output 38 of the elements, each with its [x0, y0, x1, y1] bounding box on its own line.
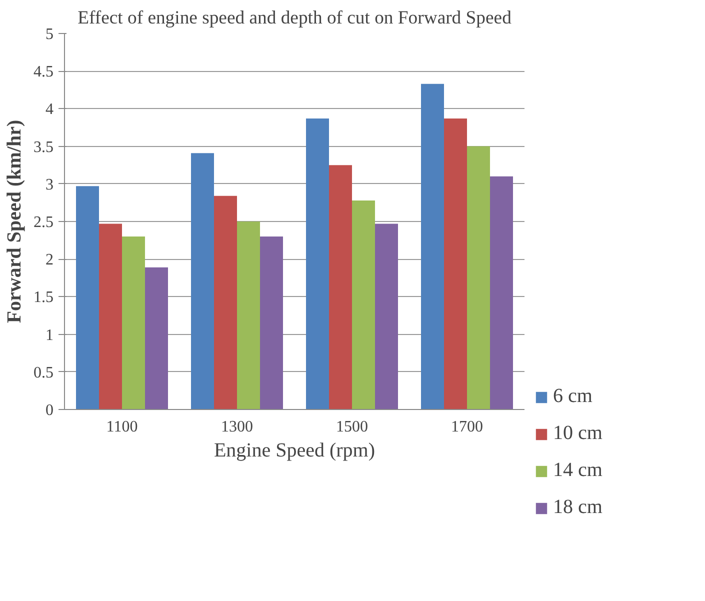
bar	[99, 224, 122, 410]
y-tick-label: 5	[46, 26, 54, 43]
bar	[122, 236, 145, 410]
legend-label: 10 cm	[553, 422, 602, 445]
y-axis-title: Forward Speed (km/hr)	[4, 120, 26, 324]
chart-title: Effect of engine speed and depth of cut on Forward Speed	[78, 8, 512, 28]
bar	[260, 236, 283, 410]
y-tick-label: 3	[46, 176, 54, 194]
y-tick-label: 2.5	[34, 214, 54, 231]
bar	[76, 186, 99, 410]
x-tick-label: 1100	[106, 418, 138, 436]
y-tick-label: 3.5	[34, 138, 54, 156]
bar	[191, 153, 214, 410]
bar	[329, 165, 352, 410]
bar	[467, 146, 490, 410]
x-tick-label: 1300	[221, 418, 253, 436]
bar	[214, 196, 237, 410]
y-tick-label: 1.5	[34, 289, 54, 306]
bar	[306, 118, 329, 410]
bar	[444, 118, 467, 410]
x-tick-label: 1500	[336, 418, 368, 436]
y-tick-label: 4	[46, 101, 54, 118]
x-tick-label: 1700	[451, 418, 483, 436]
legend-label: 14 cm	[553, 459, 602, 482]
bar	[145, 267, 168, 410]
bar	[352, 200, 375, 410]
legend-label: 18 cm	[553, 496, 602, 519]
bar	[237, 222, 260, 410]
y-tick-label: 0	[46, 402, 54, 419]
bar	[490, 176, 513, 410]
bar	[375, 224, 398, 410]
y-tick-label: 1	[46, 326, 54, 344]
y-tick-label: 2	[46, 252, 54, 269]
bar	[421, 84, 444, 410]
y-tick-label: 0.5	[34, 364, 54, 382]
legend-label: 6 cm	[553, 385, 592, 408]
y-tick-label: 4.5	[34, 64, 54, 81]
x-axis-title: Engine Speed (rpm)	[214, 440, 376, 462]
